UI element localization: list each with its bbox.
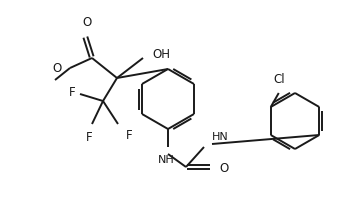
Text: F: F <box>86 130 92 143</box>
Text: O: O <box>53 62 62 75</box>
Text: OH: OH <box>152 48 170 61</box>
Text: F: F <box>68 86 75 99</box>
Text: O: O <box>219 162 228 175</box>
Text: HN: HN <box>212 131 229 141</box>
Text: NH: NH <box>158 154 174 164</box>
Text: Cl: Cl <box>273 73 285 85</box>
Text: F: F <box>126 128 132 141</box>
Text: O: O <box>82 16 92 29</box>
